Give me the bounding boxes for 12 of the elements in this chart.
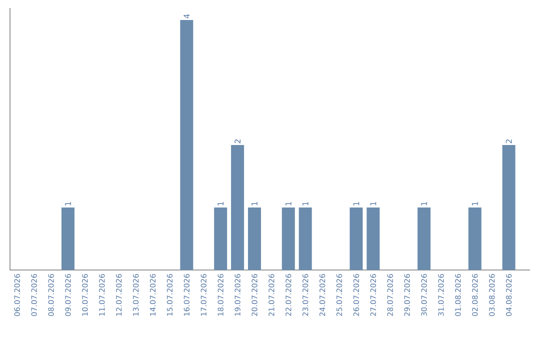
data-label: 1 [285,202,292,206]
data-label: 1 [218,202,224,206]
data-label: 1 [252,202,258,206]
data-label: 1 [472,202,478,206]
data-label: 1 [353,202,360,206]
data-label: 1 [370,202,376,206]
data-label: 2 [234,140,241,144]
data-label: 4 [184,14,190,18]
data-label: 1 [302,202,308,206]
data-label: 1 [65,202,71,206]
data-label: 2 [506,140,512,144]
data-label: 1 [421,202,427,206]
